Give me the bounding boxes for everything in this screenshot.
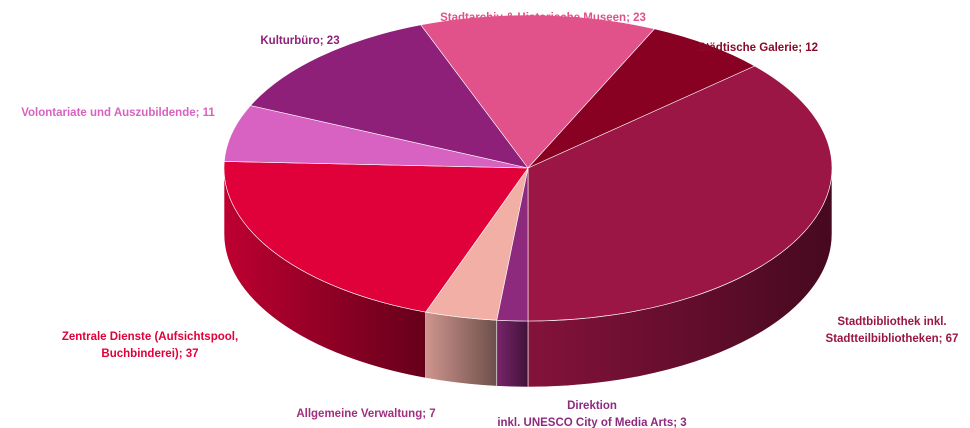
data-label: Zentrale Dienste (Aufsichtspool, (62, 331, 238, 343)
data-label: Kulturbüro; 23 (260, 35, 339, 47)
data-label: Buchbinderei); 37 (101, 348, 198, 360)
slice: Städtische Galerie (527, 28, 756, 169)
data-label: Städtische Galerie; 12 (698, 42, 818, 54)
data-label: Volontariate und Auszubildende; 11 (21, 107, 215, 119)
data-label: Direktion (567, 400, 617, 412)
slice: Kulturbüro (249, 24, 529, 169)
data-label: inkl. UNESCO City of Media Arts; 3 (497, 417, 686, 428)
data-label: Stadtarchiv & Historische Museen; 23 (440, 12, 646, 24)
slice: Stadtarchiv & Historische Museen (420, 14, 656, 169)
slice-side (425, 311, 498, 387)
slice: Stadtbibliothek inkl. Stadtteilbibliothe… (527, 65, 833, 322)
slice-side (496, 319, 529, 388)
data-label: Stadtteilbibliotheken; 67 (826, 333, 959, 345)
data-label: Stadtbibliothek inkl. (837, 316, 946, 328)
slice: Zentrale Dienste (Aufsichtspool, Buchbin… (223, 161, 529, 313)
data-label: Allgemeine Verwaltung; 7 (296, 408, 435, 420)
